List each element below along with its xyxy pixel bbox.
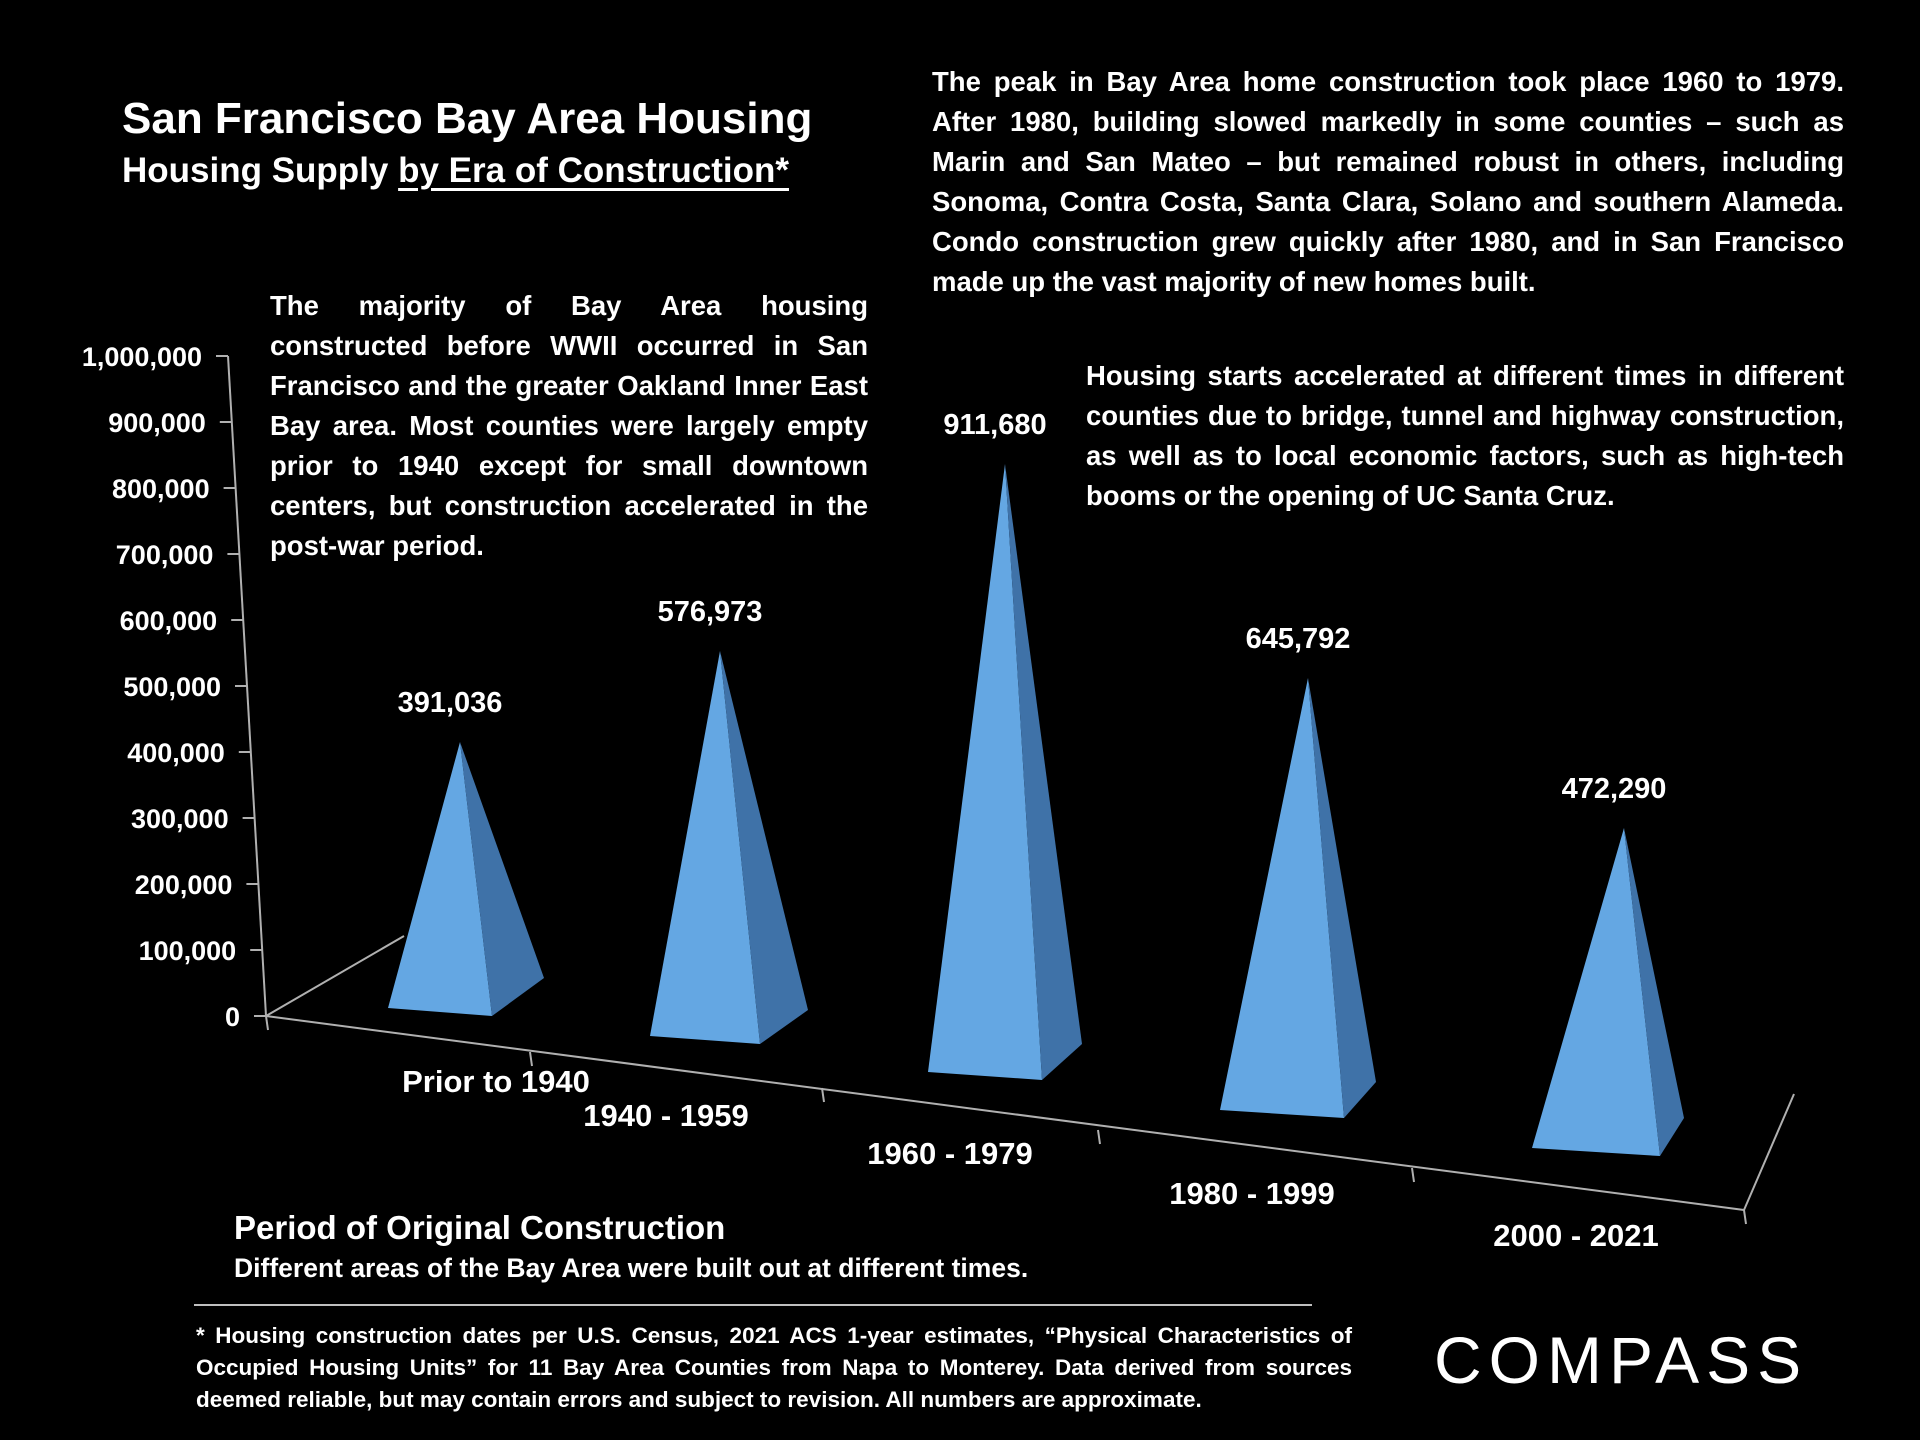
pyramid-front-4 xyxy=(1532,828,1660,1156)
x-tick-2 xyxy=(821,1087,825,1103)
category-label-3: 1980 - 1999 xyxy=(1169,1176,1334,1211)
data-label-0: 391,036 xyxy=(398,687,503,719)
y-tick-label-10: 1,000,000 xyxy=(82,342,202,372)
x-tick-1 xyxy=(529,1051,533,1067)
y-tick-label-6: 600,000 xyxy=(120,606,218,636)
x-tick-4 xyxy=(1411,1167,1415,1183)
y-axis-ticks: 0 100,000 200,000 300,000 400,000 500,000 600,… xyxy=(82,342,266,1032)
x-axis-subtitle: Different areas of the Bay Area were bui… xyxy=(234,1253,1029,1283)
x-axis-title: Period of Original Construction xyxy=(234,1209,726,1246)
axis-title-block: Period of Original Construction Differen… xyxy=(234,1206,1134,1286)
data-label-3: 645,792 xyxy=(1246,623,1351,655)
compass-logo: COMPASS xyxy=(1434,1322,1848,1398)
y-tick-label-7: 700,000 xyxy=(116,540,214,570)
pyramid-front-0 xyxy=(388,742,492,1016)
chart-title-block: San Francisco Bay Area Housing Housing S… xyxy=(122,92,842,196)
x-tick-5 xyxy=(1743,1209,1747,1225)
data-label-4: 472,290 xyxy=(1562,773,1667,805)
data-label-2: 911,680 xyxy=(943,409,1046,441)
chart-marks: 391,036 576,973 911,680 645,792 472,290 xyxy=(388,409,1684,1156)
y-tick-label-2: 200,000 xyxy=(135,870,233,900)
pyramid-side-2 xyxy=(1005,464,1082,1080)
y-tick-label-1: 100,000 xyxy=(139,936,237,966)
starts-annotation: Housing starts accelerated at different … xyxy=(1086,360,1844,511)
floor-left-edge xyxy=(265,935,405,1017)
pyramid-front-3 xyxy=(1220,678,1344,1118)
category-label-1: 1940 - 1959 xyxy=(583,1098,748,1133)
x-tick-0 xyxy=(265,1015,269,1031)
subtitle-underlined: by Era of Construction* xyxy=(398,151,789,190)
y-tick-label-4: 400,000 xyxy=(127,738,225,768)
y-tick-label-8: 800,000 xyxy=(112,474,210,504)
pyramid-side-0 xyxy=(460,742,544,1016)
pyramid-side-3 xyxy=(1308,678,1376,1118)
y-tick-label-3: 300,000 xyxy=(131,804,229,834)
page-subtitle: Housing Supply by Era of Construction* xyxy=(122,146,842,196)
y-tick-label-0: 0 xyxy=(225,1002,240,1032)
category-label-0: Prior to 1940 xyxy=(402,1064,590,1099)
pyramid-side-4 xyxy=(1624,828,1684,1156)
prewar-annotation: The majority of Bay Area housing constru… xyxy=(270,290,868,561)
source-note: * Housing construction dates per U.S. Ce… xyxy=(196,1323,1352,1412)
y-tick-label-5: 500,000 xyxy=(123,672,221,702)
category-label-2: 1960 - 1979 xyxy=(867,1136,1032,1171)
y-tick-label-9: 900,000 xyxy=(108,408,206,438)
divider xyxy=(194,1304,1312,1306)
pyramid-front-2 xyxy=(928,464,1042,1080)
x-tick-3 xyxy=(1097,1129,1101,1145)
subtitle-plain: Housing Supply xyxy=(122,151,399,190)
floor-right-edge xyxy=(1743,1093,1795,1211)
logo-text: COMPASS xyxy=(1434,1323,1809,1397)
peak-annotation: The peak in Bay Area home construction t… xyxy=(932,66,1844,297)
category-label-4: 2000 - 2021 xyxy=(1493,1218,1658,1253)
page-title: San Francisco Bay Area Housing xyxy=(122,94,813,143)
data-label-1: 576,973 xyxy=(658,596,763,628)
x-axis-line xyxy=(265,1015,1745,1211)
pyramid-side-1 xyxy=(720,651,808,1044)
pyramid-front-1 xyxy=(650,651,760,1044)
